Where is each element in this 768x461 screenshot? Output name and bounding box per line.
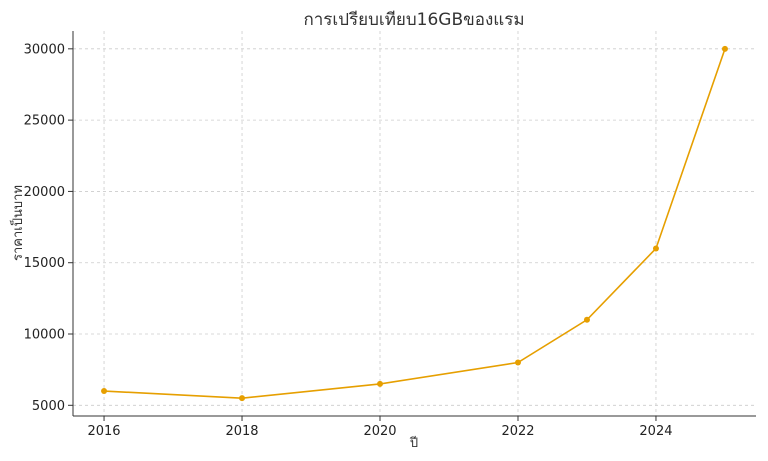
y-tick-label: 20000 bbox=[24, 185, 65, 200]
y-tick-label: 10000 bbox=[24, 328, 65, 343]
data-point bbox=[377, 380, 384, 387]
data-point bbox=[239, 395, 246, 402]
data-point bbox=[652, 245, 659, 252]
y-axis-label: ราคาเป็นบาท bbox=[8, 185, 26, 261]
y-tick-label: 5000 bbox=[32, 399, 65, 414]
data-point bbox=[721, 45, 728, 52]
data-point bbox=[583, 316, 590, 323]
series-line bbox=[104, 48, 726, 399]
x-tick-label: 2016 bbox=[87, 424, 120, 439]
y-ticks: 5000 10000 15000 20000 25000 30000 bbox=[24, 42, 73, 414]
data-point bbox=[101, 388, 108, 395]
x-axis-label: ปี bbox=[409, 435, 418, 451]
data-point bbox=[514, 359, 521, 366]
grid bbox=[73, 31, 756, 416]
y-tick-label: 15000 bbox=[24, 256, 65, 271]
axes bbox=[72, 31, 756, 417]
x-tick-label: 2024 bbox=[639, 424, 672, 439]
x-tick-label: 2020 bbox=[363, 424, 396, 439]
y-tick-label: 25000 bbox=[24, 114, 65, 129]
series-group bbox=[101, 45, 728, 402]
x-ticks: 2016 2018 2020 2022 2024 bbox=[87, 416, 673, 439]
x-tick-label: 2018 bbox=[225, 424, 258, 439]
chart-title: การเปรียบเทียบ16GBของแรม bbox=[303, 10, 524, 30]
y-tick-label: 30000 bbox=[24, 42, 65, 57]
x-tick-label: 2022 bbox=[501, 424, 534, 439]
